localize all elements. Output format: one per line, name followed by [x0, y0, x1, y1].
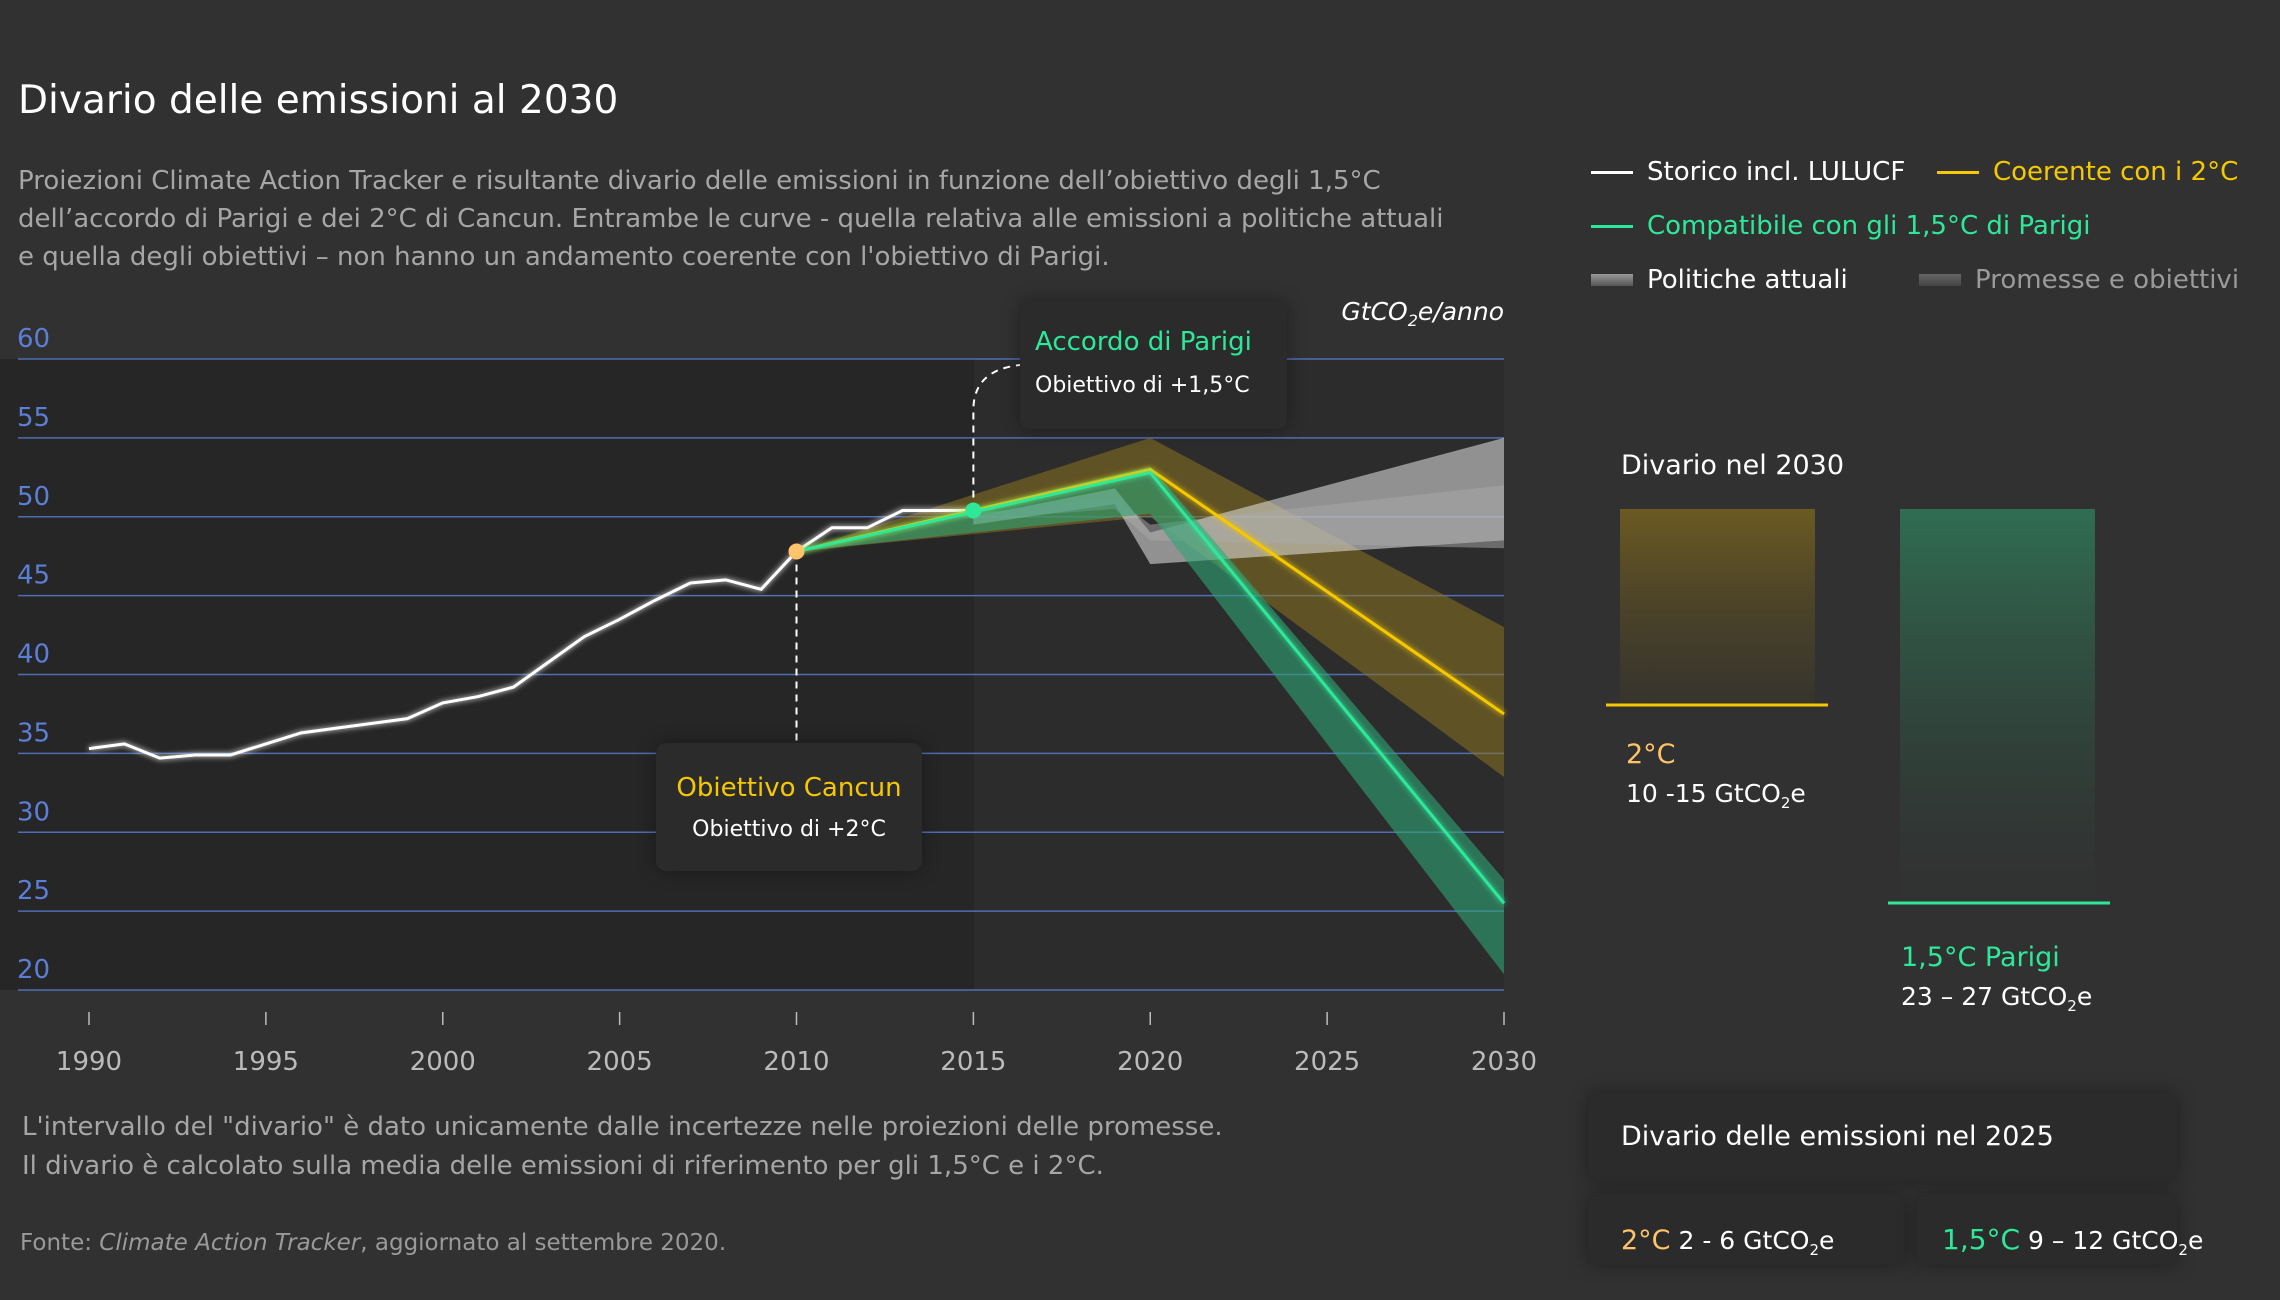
y-unit-label: GtCO2e/anno: [1341, 297, 1504, 330]
gap-2025-2deg-text: 2°C 2 - 6 GtCO2e: [1621, 1225, 1835, 1259]
x-tick-label: 1995: [233, 1047, 299, 1077]
gap-2025-title: Divario delle emissioni nel 2025: [1621, 1121, 2054, 1152]
x-tick-label: 2005: [587, 1047, 653, 1077]
legend-label: Coerente con i 2°C: [1993, 157, 2239, 187]
footnote: L'intervallo del "divario" è dato unicam…: [22, 1112, 1223, 1142]
line-historic: [88, 508, 974, 760]
y-tick-label: 50: [17, 482, 50, 512]
y-tick-label: 45: [17, 561, 50, 591]
gap-2-label: 2°C: [1626, 739, 1676, 770]
annotation-paris: Accordo di Parigi Obiettivo di +1,5°C: [1020, 301, 1287, 429]
legend-label: Politiche attuali: [1647, 265, 1848, 295]
gap-15-label: 1,5°C Parigi: [1901, 942, 2060, 973]
gap-15-bar: [1900, 509, 2095, 903]
legend-band-icon: [1919, 274, 1961, 286]
x-tick-label: 2025: [1294, 1047, 1360, 1077]
footnote: Il divario è calcolato sulla media delle…: [22, 1151, 1104, 1181]
y-tick-label: 40: [17, 640, 50, 670]
annotation-title: Accordo di Parigi: [1035, 327, 1252, 357]
gap-2030-title: Divario nel 2030: [1621, 450, 1844, 481]
x-tick-label: 2020: [1117, 1047, 1183, 1077]
x-tick-label: 2015: [940, 1047, 1006, 1077]
annotation-title: Obiettivo Cancun: [676, 773, 902, 803]
legend-label: Promesse e obiettivi: [1975, 265, 2240, 295]
legend-pledges: Promesse e obiettivi: [1919, 265, 2239, 295]
annotation-text: Obiettivo di +1,5°C: [1035, 373, 1250, 398]
page-title: Divario delle emissioni al 2030: [18, 78, 619, 123]
gap-2-bar: [1620, 509, 1815, 705]
x-tick-label: 2030: [1471, 1047, 1537, 1077]
subtitle-line: dell’accordo di Parigi e dei 2°C di Canc…: [18, 204, 1444, 234]
legend-line-icon: [1591, 224, 1633, 228]
gap-2-value: 10 -15 GtCO2e: [1626, 779, 1806, 812]
gap-15-value: 23 – 27 GtCO2e: [1901, 982, 2092, 1015]
legend-label: Storico incl. LULUCF: [1647, 157, 1906, 187]
annotation-text: Obiettivo di +2°C: [692, 817, 886, 842]
gap-2025-header: Divario delle emissioni nel 2025: [1588, 1093, 2177, 1181]
y-tick-label: 35: [17, 718, 50, 748]
band-15deg: [796, 466, 1504, 975]
y-tick-label: 55: [17, 403, 50, 433]
x-tick-label: 1990: [56, 1047, 122, 1077]
y-tick-label: 25: [17, 876, 50, 906]
x-tick-label: 2010: [763, 1047, 829, 1077]
legend-band-icon: [1591, 274, 1633, 286]
legend-2deg: Coerente con i 2°C: [1937, 157, 2238, 187]
gap-2025-2deg: 2°C 2 - 6 GtCO2e: [1588, 1195, 1904, 1265]
paris-marker: [965, 502, 982, 519]
legend-historic: Storico incl. LULUCF: [1591, 157, 1905, 187]
legend-15deg: Compatibile con gli 1,5°C di Parigi: [1591, 211, 2090, 241]
y-tick-label: 60: [17, 324, 50, 354]
gap-2025-15deg-text: 1,5°C 9 – 12 GtCO2e: [1942, 1223, 2204, 1259]
annotation-connector: [972, 364, 1021, 511]
line-15deg: [796, 470, 1506, 905]
subtitle-line: Proiezioni Climate Action Tracker e risu…: [18, 166, 1381, 196]
legend-line-icon: [1591, 170, 1633, 174]
subtitle-line: e quella degli obiettivi – non hanno un …: [18, 242, 1110, 272]
gap-2025-15deg: 1,5°C 9 – 12 GtCO2e: [1917, 1195, 2203, 1265]
y-tick-label: 20: [17, 955, 50, 985]
source: Fonte: Climate Action Tracker, aggiornat…: [20, 1230, 727, 1256]
legend-label: Compatibile con gli 1,5°C di Parigi: [1647, 211, 2091, 241]
legend-current-policies: Politiche attuali: [1591, 265, 1848, 295]
annotation-cancun: Obiettivo Cancun Obiettivo di +2°C: [656, 743, 922, 871]
cancun-marker: [788, 543, 805, 560]
legend-line-icon: [1937, 170, 1979, 174]
y-tick-label: 30: [17, 797, 50, 827]
x-tick-label: 2000: [410, 1047, 476, 1077]
